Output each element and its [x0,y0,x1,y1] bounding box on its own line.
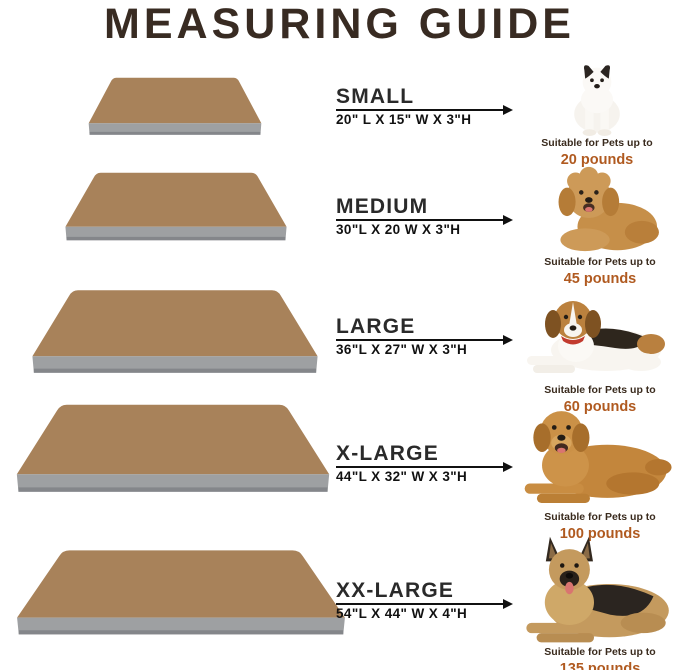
weight-text: 20 pounds [560,152,634,169]
size-arrow [336,599,513,609]
suitability-caption: Suitable for Pets up to 60 pounds [530,384,670,416]
page-title: MEASURING GUIDE [104,0,575,48]
suitable-text: Suitable for Pets up to [544,511,656,523]
suitability-caption: Suitable for Pets up to 20 pounds [527,137,667,169]
cockapoo-image [558,166,659,252]
dog-bed-image [88,77,262,135]
dog-bed-image [32,290,318,373]
golden-retriever-image [524,411,672,503]
suitable-text: Suitable for Pets up to [544,384,656,396]
jack-russell-puppy-image [574,65,620,136]
dog-bed-image [16,404,330,492]
size-dimensions: 20" L X 15" W X 3"H [336,112,472,127]
suitable-text: Suitable for Pets up to [544,256,656,268]
dog-bed-image [17,550,345,635]
suitable-text: Suitable for Pets up to [544,646,656,658]
size-dimensions: 44"L X 32" W X 3"H [336,469,468,484]
size-name-label: SMALL [336,85,415,108]
suitability-caption: Suitable for Pets up to 135 pounds [530,646,670,670]
suitability-caption: Suitable for Pets up to 45 pounds [530,256,670,288]
weight-text: 45 pounds [563,271,637,288]
size-arrow [336,462,513,472]
size-name-label: LARGE [336,315,416,338]
size-arrow [336,335,513,345]
suitability-caption: Suitable for Pets up to 100 pounds [530,511,670,543]
size-dimensions: 30"L X 20 W X 3"H [336,222,461,237]
size-dimensions: 54"L X 44" W X 4"H [336,606,468,621]
size-arrow [336,105,513,115]
size-name-label: XX-LARGE [336,579,455,602]
suitable-text: Suitable for Pets up to [541,137,653,149]
weight-text: 60 pounds [563,399,637,416]
beagle-image [527,301,665,373]
size-arrow [336,215,513,225]
weight-text: 100 pounds [559,526,641,543]
size-name-label: MEDIUM [336,195,429,218]
dog-bed-image [65,172,287,241]
size-dimensions: 36"L X 27" W X 3"H [336,342,468,357]
size-name-label: X-LARGE [336,442,439,465]
weight-text: 135 pounds [559,661,641,670]
german-shepherd-image [526,536,669,643]
